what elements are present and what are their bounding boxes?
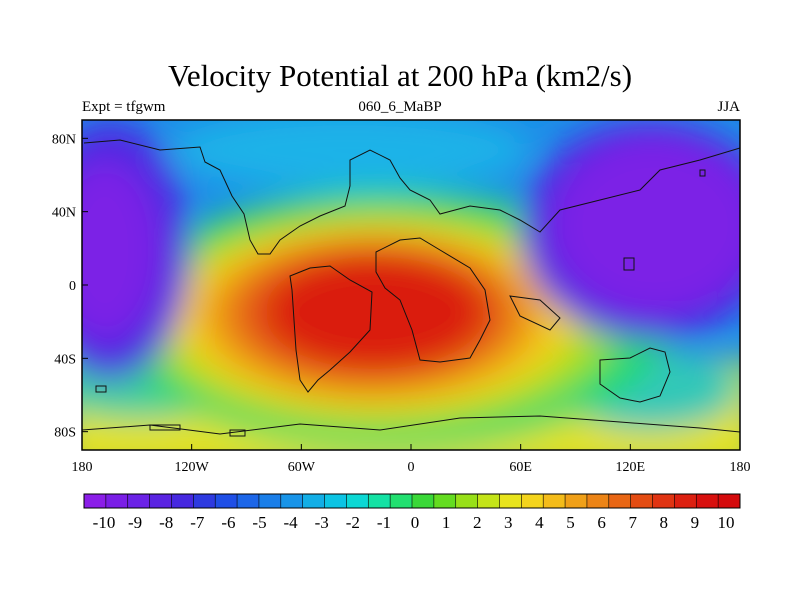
colorbar-swatch	[258, 494, 282, 508]
colorbar-swatch	[586, 494, 610, 508]
colorbar-swatch	[718, 494, 741, 508]
colorbar-label: 2	[473, 513, 482, 532]
y-axis: 80N 40N 0 40S 80S	[52, 132, 88, 441]
colorbar-swatch	[412, 494, 435, 508]
colorbar-swatch	[368, 494, 391, 508]
y-tick-label: 80S	[54, 426, 76, 441]
colorbar-label: 8	[660, 513, 669, 532]
colorbar-frame	[83, 493, 741, 509]
colorbar-swatch	[433, 494, 457, 508]
y-tick-label: 0	[69, 279, 76, 294]
colorbar-swatch	[521, 494, 544, 508]
velocity-potential-field	[82, 120, 740, 450]
colorbar-swatch	[346, 494, 369, 508]
colorbar-swatch	[237, 494, 260, 508]
season-label: JJA	[717, 99, 740, 115]
colorbar-label: -3	[315, 513, 329, 532]
colorbar-label: 3	[504, 513, 513, 532]
colorbar: -10 -9 -8 -7 -6 -5 -4 -3 -2 -1 0 1 2 3 4 5 6 7 8 9 10	[83, 493, 741, 532]
colorbar-swatch	[127, 494, 151, 508]
colorbar-swatch	[455, 494, 479, 508]
colorbar-label: -8	[159, 513, 173, 532]
colorbar-label: 4	[535, 513, 544, 532]
colorbar-label: -2	[346, 513, 360, 532]
colorbar-label: -1	[377, 513, 391, 532]
colorbar-swatch	[215, 494, 238, 508]
colorbar-swatch	[477, 494, 500, 508]
colorbar-label: -7	[190, 513, 205, 532]
colorbar-label: 0	[411, 513, 420, 532]
colorbar-swatch	[302, 494, 326, 508]
colorbar-label: 5	[566, 513, 575, 532]
coastlines	[82, 139, 740, 437]
colorbar-swatch	[543, 494, 566, 508]
y-tick-label: 80N	[52, 132, 76, 147]
plot-title: Velocity Potential at 200 hPa (km2/s)	[167, 58, 633, 93]
colorbar-swatch	[630, 494, 654, 508]
colorbar-swatch	[280, 494, 304, 508]
colorbar-label: -10	[93, 513, 116, 532]
colorbar-label: -5	[252, 513, 266, 532]
colorbar-label: -6	[221, 513, 235, 532]
y-tick-label: 40N	[52, 206, 76, 221]
x-tick-label: 60E	[509, 460, 532, 475]
x-tick-label: 180	[730, 460, 751, 475]
colorbar-swatch	[674, 494, 697, 508]
colorbar-swatch	[565, 494, 588, 508]
colorbar-swatch	[499, 494, 522, 508]
x-tick-label: 60W	[288, 460, 316, 475]
colorbar-label: 1	[442, 513, 451, 532]
colorbar-swatch	[171, 494, 194, 508]
colorbar-swatch	[696, 494, 719, 508]
case-label: 060_6_MaBP	[358, 99, 442, 115]
x-tick-label: 180	[72, 460, 93, 475]
colorbar-label: 10	[718, 513, 735, 532]
colorbar-label: -4	[284, 513, 299, 532]
colorbar-swatch	[193, 494, 216, 508]
colorbar-label: 9	[691, 513, 700, 532]
colorbar-label: 6	[597, 513, 606, 532]
x-tick-label: 120W	[175, 460, 210, 475]
colorbar-swatch	[652, 494, 675, 508]
x-axis: 180 120W 60W 0 60E 120E 180	[72, 444, 751, 475]
colorbar-swatch	[608, 494, 632, 508]
y-tick-label: 40S	[54, 352, 76, 367]
colorbar-swatch	[324, 494, 347, 508]
colorbar-label: -9	[128, 513, 142, 532]
colorbar-swatch	[149, 494, 172, 508]
experiment-label: Expt = tfgwm	[82, 99, 166, 115]
colorbar-swatch	[105, 494, 129, 508]
colorbar-label: 7	[628, 513, 637, 532]
colorbar-swatch	[390, 494, 413, 508]
colorbar-swatch	[84, 494, 107, 508]
x-tick-label: 0	[408, 460, 415, 475]
x-tick-label: 120E	[616, 460, 646, 475]
